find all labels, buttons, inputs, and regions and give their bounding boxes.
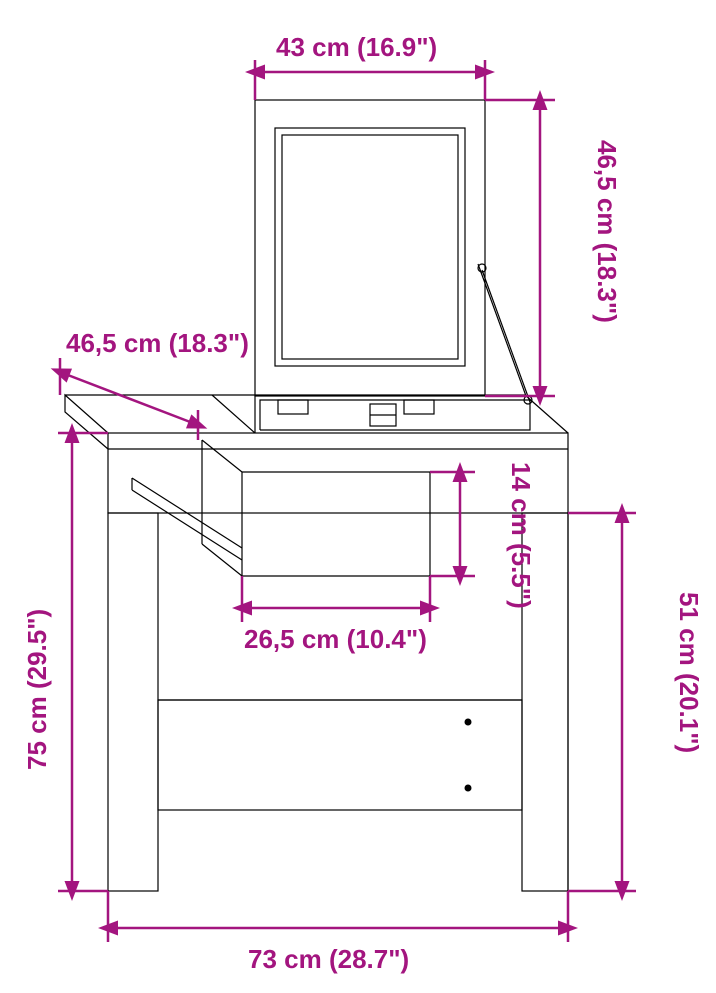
dim-mirror-width: 43 cm (16.9") <box>255 32 485 100</box>
dim-mirror-height: 46,5 cm (18.3") <box>485 100 622 396</box>
dim-depth: 46,5 cm (18.3") <box>60 328 249 440</box>
dim-total-width: 73 cm (28.7") <box>108 891 568 974</box>
dim-total-height-label: 75 cm (29.5") <box>22 609 52 770</box>
dim-leg-clearance-label: 51 cm (20.1") <box>674 592 704 753</box>
dim-drawer-width: 26,5 cm (10.4") <box>242 576 430 654</box>
dim-drawer-height-label: 14 cm (5.5") <box>506 462 536 609</box>
dim-mirror-width-label: 43 cm (16.9") <box>276 32 437 62</box>
dim-drawer-height: 14 cm (5.5") <box>430 462 536 609</box>
dim-leg-clearance: 51 cm (20.1") <box>568 513 704 891</box>
dim-mirror-height-label: 46,5 cm (18.3") <box>592 140 622 323</box>
dim-drawer-width-label: 26,5 cm (10.4") <box>244 624 427 654</box>
dim-total-height: 75 cm (29.5") <box>22 433 108 891</box>
dim-depth-label: 46,5 cm (18.3") <box>66 328 249 358</box>
dim-total-width-label: 73 cm (28.7") <box>248 944 409 974</box>
